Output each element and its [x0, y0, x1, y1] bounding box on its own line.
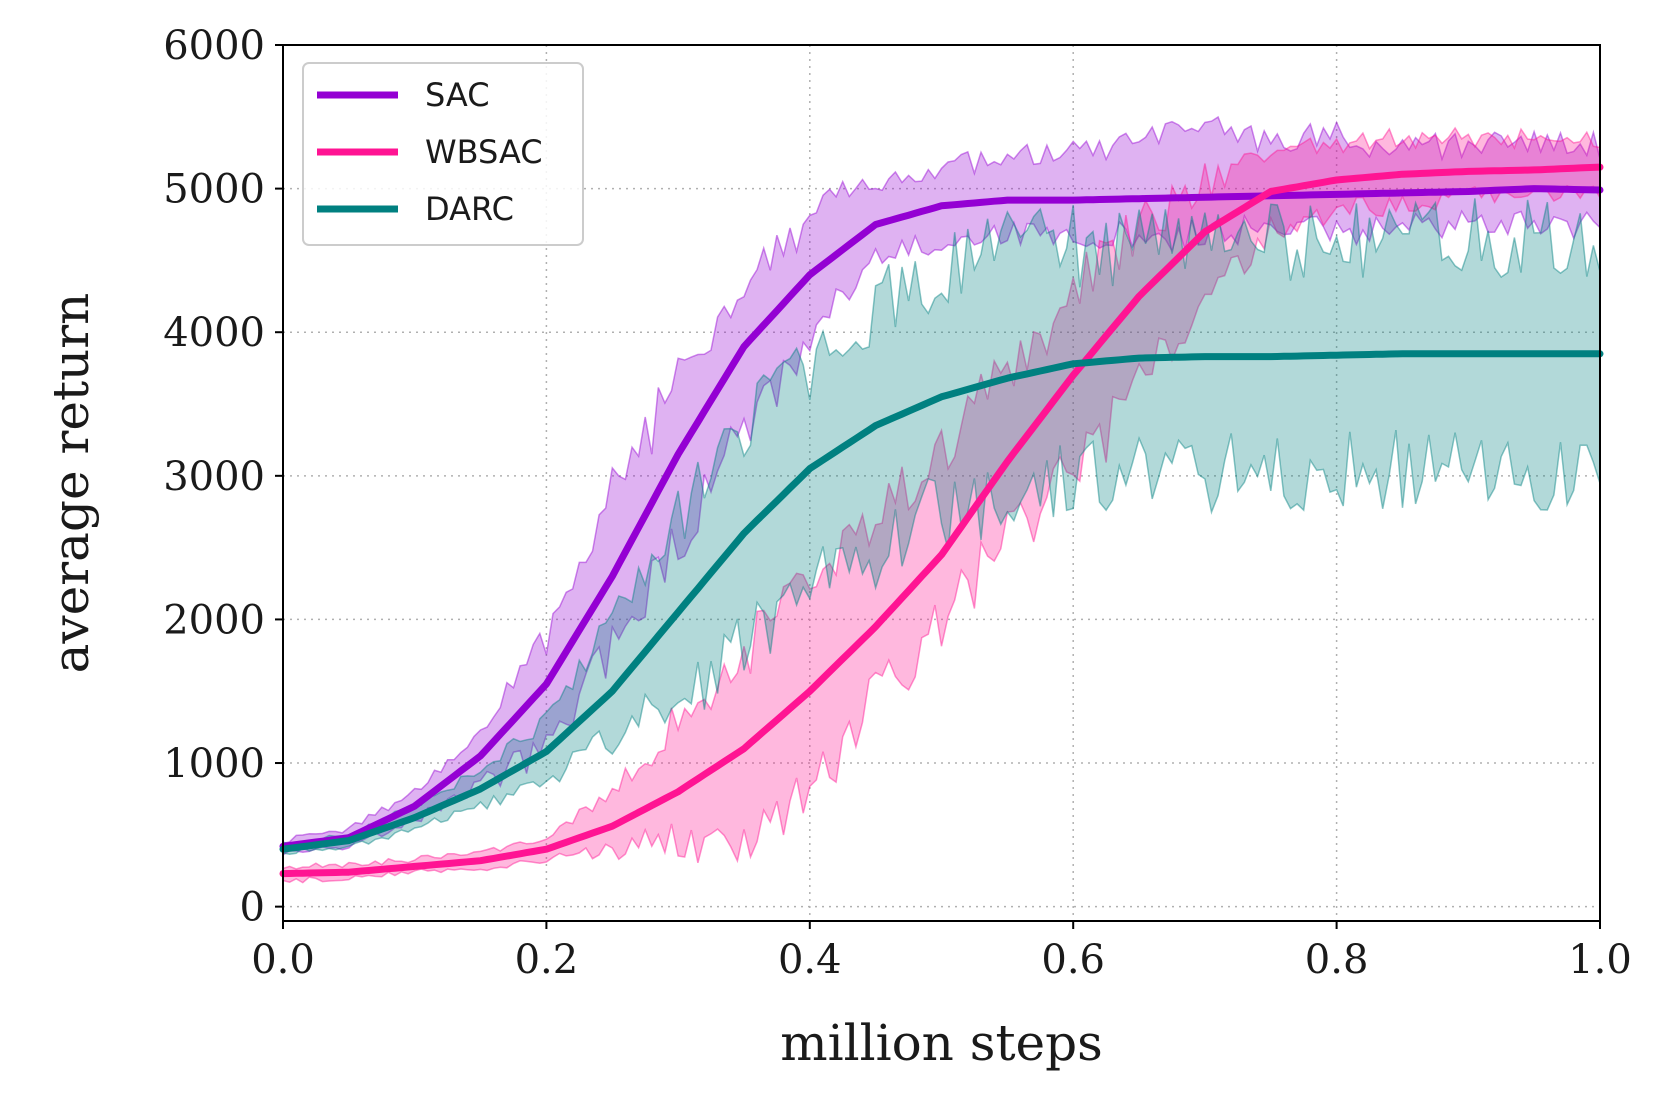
legend-label-darc: DARC [425, 190, 514, 228]
legend-box [302, 62, 584, 246]
line-darc [279, 350, 1604, 853]
y-tick-label: 5000 [163, 167, 265, 213]
axis-ticks: 0.0 0.2 0.4 0.6 0.8 1.0 0 1000 2000 3000 4000 5000 6… [163, 23, 1632, 983]
line-sac [279, 185, 1604, 850]
series-lines [279, 163, 1604, 878]
y-tick-label: 1000 [163, 741, 265, 787]
x-tick-label: 0.2 [515, 937, 579, 983]
x-tick-label: 0.8 [1305, 937, 1369, 983]
y-tick-label: 2000 [163, 597, 265, 643]
x-tick-label: 0.0 [251, 937, 315, 983]
legend-label-sac: SAC [425, 76, 490, 114]
y-tick-label: 4000 [163, 310, 265, 356]
y-tick-label: 6000 [163, 23, 265, 69]
x-tick-label: 0.4 [778, 937, 842, 983]
line-wbsac [279, 163, 1604, 878]
y-tick-label: 3000 [163, 454, 265, 500]
x-tick-label: 0.6 [1041, 937, 1105, 983]
legend-label-wbsac: WBSAC [425, 133, 543, 171]
plot-frame [282, 44, 1601, 922]
legend: SAC WBSAC DARC [302, 62, 584, 246]
y-tick-label: 0 [240, 885, 265, 931]
x-tick-label: 1.0 [1568, 937, 1632, 983]
x-axis-title: million steps [780, 1014, 1103, 1072]
y-axis-title: average return [42, 293, 100, 674]
